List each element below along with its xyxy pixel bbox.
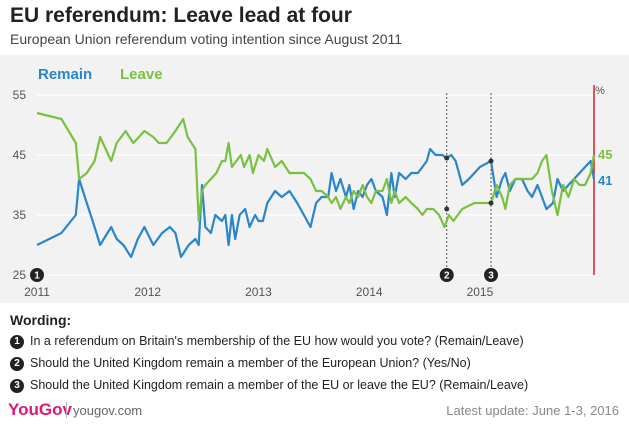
wording-note-1: 1 In a referendum on Britain's membership…: [10, 334, 524, 349]
question-marker-dot: [488, 158, 494, 164]
x-tick-label: 2013: [245, 285, 272, 299]
question-marker-dot: [444, 155, 450, 161]
yougov-logo: YouGov: [8, 400, 72, 419]
question-marker-number: 2: [444, 271, 450, 282]
footer-divider: [66, 402, 67, 418]
page-subtitle: European Union referendum voting intenti…: [10, 31, 403, 47]
wording-note-3: 3 Should the United Kingdom remain a memb…: [10, 378, 528, 393]
page-title: EU referendum: Leave lead at four: [10, 4, 352, 27]
y-tick-label: 55: [13, 88, 27, 102]
line-chart: 25 35 45 55 2011 2012 2013 2014 2015% 41 45 1 2 3 Rema…: [13, 66, 613, 299]
end-value-leave: 45: [598, 147, 612, 162]
question-marker-badge: [439, 268, 454, 282]
footer-site-link[interactable]: yougov.com: [73, 403, 143, 418]
latest-update: Latest update: June 1-3, 2016: [446, 403, 619, 418]
note-text: Should the United Kingdom remain a membe…: [30, 378, 529, 392]
question-marker-dot: [488, 200, 494, 206]
wording-note-2: 2 Should the United Kingdom remain a memb…: [10, 356, 471, 371]
question-marker-badge: [484, 268, 499, 282]
legend-remain: Remain: [38, 66, 92, 83]
question-marker-badge: [30, 268, 44, 282]
note-number-badge: 3: [10, 379, 24, 393]
legend-leave: Leave: [120, 66, 163, 83]
note-text: In a referendum on Britain's membership …: [30, 334, 524, 348]
wording-title: Wording:: [10, 312, 72, 328]
x-tick-label: 2014: [356, 285, 383, 299]
y-unit-label: %: [595, 85, 605, 97]
series-line-remain: [36, 147, 596, 259]
y-tick-label: 25: [13, 268, 27, 282]
y-tick-label: 45: [13, 148, 27, 162]
x-tick-label: 2011: [24, 285, 50, 299]
note-text: Should the United Kingdom remain a membe…: [30, 356, 471, 370]
y-tick-label: 35: [13, 208, 27, 222]
x-tick-label: 2012: [134, 285, 161, 299]
end-value-remain: 41: [598, 173, 612, 188]
question-marker-number: 1: [34, 271, 40, 282]
question-marker-number: 3: [488, 271, 494, 282]
note-number-badge: 2: [10, 357, 24, 371]
question-marker-dot: [444, 206, 450, 212]
series-line-leave: [36, 111, 596, 229]
note-number-badge: 1: [10, 335, 24, 349]
x-tick-label: 2015: [467, 285, 494, 299]
